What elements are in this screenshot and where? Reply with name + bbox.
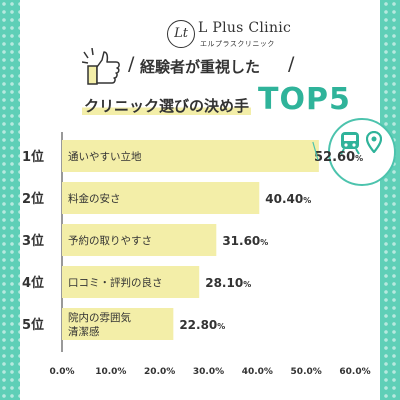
title-line-2: クリニック選びの決め手 [82, 95, 252, 116]
x-tick-label: 0.0% [50, 367, 75, 377]
x-tick-label: 40.0% [242, 367, 273, 377]
rank-label: 4位 [22, 275, 44, 291]
x-tick-label: 20.0% [144, 367, 175, 377]
x-tick-label: 60.0% [339, 367, 370, 377]
brand-kana: エルプラスクリニック [200, 40, 275, 48]
x-tick-label: 30.0% [193, 367, 224, 377]
category-label: 予約の取りやすさ [68, 234, 152, 247]
bar [62, 224, 217, 256]
category-label: 通いやすい立地 [68, 150, 142, 163]
value-label: 22.80% [179, 318, 225, 332]
category-label: 口コミ・評判の良さ [68, 276, 163, 289]
badge-circle [328, 118, 396, 186]
rank-label: 2位 [22, 191, 44, 207]
bar [62, 182, 260, 214]
brand-name: L Plus Clinic [198, 20, 292, 36]
value-label: 52.60% [314, 150, 363, 165]
x-tick-label: 50.0% [291, 367, 322, 377]
title-slash-right: / [288, 53, 295, 75]
bar [62, 266, 200, 298]
train-icon [340, 132, 360, 155]
rank-label: 1位 [22, 149, 44, 165]
value-label: 31.60% [222, 234, 268, 248]
title-line-2-text: クリニック選びの決め手 [82, 97, 252, 115]
bar [62, 308, 174, 340]
title-top5: TOP5 [258, 82, 351, 117]
category-label: 院内の雰囲気 [68, 311, 131, 324]
location-pin-icon [366, 131, 382, 153]
logo-mark: Lt [167, 20, 195, 48]
value-label: 40.40% [265, 192, 311, 206]
title-slash-left: / [128, 53, 135, 75]
bar [62, 140, 319, 172]
thumbs-up-icon [82, 48, 120, 85]
x-tick-label: 10.0% [95, 367, 126, 377]
rank-label: 5位 [22, 317, 44, 333]
category-label: 清潔感 [68, 325, 100, 338]
category-label: 料金の安さ [68, 192, 121, 205]
rank-label: 3位 [22, 233, 44, 249]
title-line-1: 経験者が重視した [140, 58, 261, 76]
value-label: 28.10% [205, 276, 251, 290]
badge-leader-line [312, 141, 319, 161]
